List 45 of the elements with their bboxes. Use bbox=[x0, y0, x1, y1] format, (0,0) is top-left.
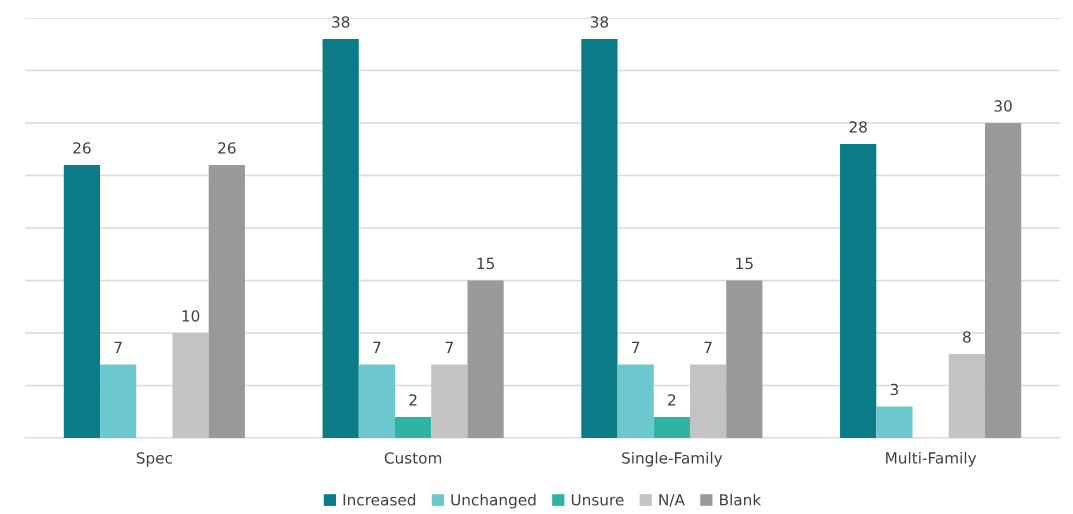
bar bbox=[876, 406, 913, 438]
bar bbox=[948, 354, 985, 438]
bar bbox=[984, 123, 1022, 438]
legend-label: Blank bbox=[720, 493, 762, 506]
bar bbox=[840, 144, 877, 438]
bar bbox=[172, 333, 209, 438]
data-label: 15 bbox=[477, 257, 494, 270]
data-label: 26 bbox=[218, 142, 236, 154]
bar bbox=[63, 165, 101, 438]
bar bbox=[322, 39, 359, 438]
data-label: 2 bbox=[668, 394, 676, 406]
x-tick-label: Single-Family bbox=[622, 451, 723, 467]
bar bbox=[653, 417, 690, 438]
data-label: 38 bbox=[590, 16, 609, 28]
bar bbox=[431, 364, 468, 438]
data-label: 15 bbox=[736, 257, 753, 270]
bar bbox=[100, 364, 137, 438]
data-label: 10 bbox=[182, 310, 200, 322]
bar bbox=[208, 165, 245, 438]
data-label: 7 bbox=[445, 341, 453, 353]
bar bbox=[617, 364, 654, 438]
bar bbox=[467, 280, 504, 438]
x-tick-label: Spec bbox=[136, 452, 173, 467]
data-label: 7 bbox=[704, 341, 712, 353]
bar bbox=[581, 39, 618, 438]
data-label: 7 bbox=[114, 341, 122, 353]
data-label: 7 bbox=[373, 341, 381, 353]
legend-label: Increased bbox=[343, 493, 416, 506]
x-tick-label: Multi-Family bbox=[886, 451, 977, 467]
bar bbox=[726, 280, 763, 438]
data-label: 28 bbox=[849, 121, 867, 133]
data-label: 30 bbox=[994, 100, 1012, 112]
data-label: 7 bbox=[632, 341, 640, 353]
data-label: 26 bbox=[73, 142, 91, 154]
bar bbox=[395, 417, 432, 438]
data-label: 3 bbox=[890, 383, 899, 396]
legend-label: N/A bbox=[659, 494, 685, 507]
data-label: 8 bbox=[963, 331, 971, 343]
legend-label: Unchanged bbox=[451, 493, 536, 509]
bar bbox=[689, 364, 727, 438]
legend-label: Unsure bbox=[571, 494, 624, 506]
data-label: 2 bbox=[409, 394, 417, 406]
data-label: 38 bbox=[332, 16, 350, 28]
x-tick-label: Custom bbox=[384, 452, 442, 464]
bar bbox=[358, 364, 396, 438]
